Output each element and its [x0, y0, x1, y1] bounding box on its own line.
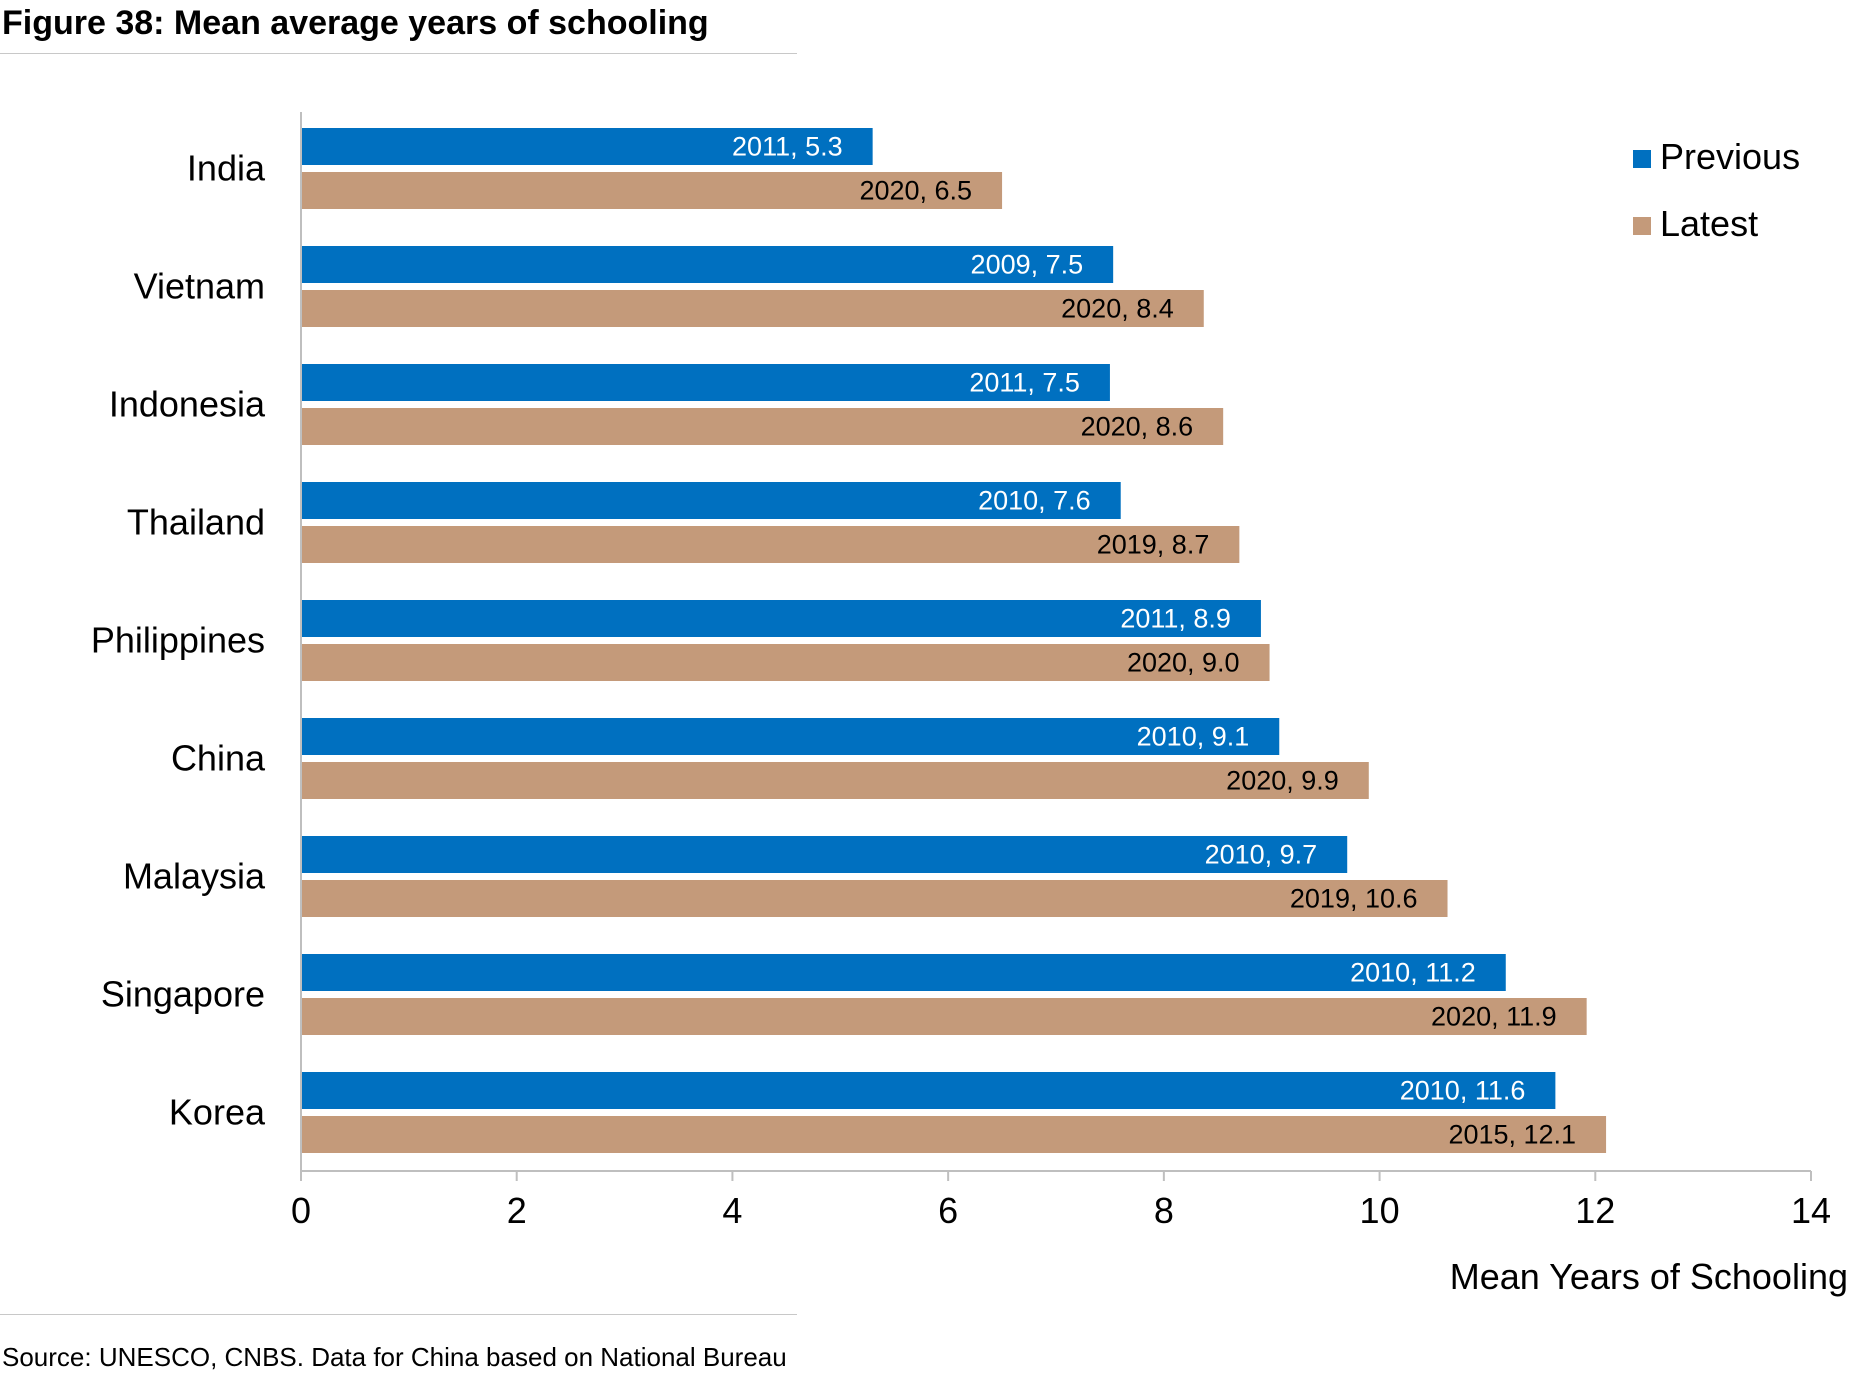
x-axis-title: Mean Years of Schooling: [1450, 1256, 1848, 1297]
legend-swatch-previous: [1633, 150, 1651, 168]
bar-latest: [301, 408, 1224, 445]
bar-previous: [301, 128, 873, 165]
bar-latest: [301, 290, 1204, 327]
source-rule: [0, 1314, 797, 1315]
data-label-latest: 2020, 9.9: [1226, 766, 1339, 796]
bar-latest: [301, 172, 1003, 209]
bar-previous: [301, 246, 1114, 283]
data-label-previous: 2011, 5.3: [732, 132, 843, 162]
data-label-latest: 2015, 12.1: [1448, 1120, 1576, 1150]
category-label: Korea: [169, 1092, 266, 1133]
bar-latest: [301, 762, 1369, 799]
data-label-previous: 2010, 11.6: [1400, 1076, 1526, 1106]
legend-label-latest: Latest: [1660, 203, 1758, 244]
data-label-latest: 2020, 8.4: [1061, 294, 1174, 324]
data-label-previous: 2010, 7.6: [978, 486, 1091, 516]
category-label: Philippines: [91, 620, 265, 661]
bar-previous: [301, 482, 1121, 519]
title-rule: [0, 53, 797, 54]
figure-title: Figure 38: Mean average years of schooli…: [2, 4, 709, 42]
source-note: Source: UNESCO, CNBS. Data for China bas…: [2, 1342, 787, 1372]
x-tick-label: 0: [291, 1190, 311, 1231]
data-label-previous: 2010, 9.7: [1205, 840, 1318, 870]
category-label: China: [171, 738, 266, 779]
data-label-previous: 2011, 8.9: [1120, 604, 1231, 634]
x-tick-label: 8: [1154, 1190, 1174, 1231]
x-tick-label: 12: [1575, 1190, 1615, 1231]
data-label-latest: 2020, 9.0: [1127, 648, 1240, 678]
legend-swatch-latest: [1633, 217, 1651, 235]
data-label-previous: 2010, 11.2: [1350, 958, 1476, 988]
data-label-latest: 2019, 8.7: [1097, 530, 1210, 560]
bar-latest: [301, 644, 1270, 681]
data-label-previous: 2009, 7.5: [971, 250, 1084, 280]
category-label: India: [187, 148, 266, 189]
category-label: Vietnam: [134, 266, 265, 307]
bar-latest: [301, 1116, 1607, 1153]
bar-previous: [301, 718, 1280, 755]
data-label-latest: 2020, 8.6: [1081, 412, 1194, 442]
bar-previous: [301, 836, 1348, 873]
legend-label-previous: Previous: [1660, 136, 1800, 177]
bar-chart: 2011, 5.3 2020, 6.5 India 2009, 7.5 2020, 8.…: [91, 112, 1848, 1297]
data-label-latest: 2019, 10.6: [1290, 884, 1418, 914]
category-label: Malaysia: [123, 856, 266, 897]
category-label: Thailand: [127, 502, 265, 543]
bar-previous: [301, 364, 1110, 401]
bar-latest: [301, 526, 1240, 563]
bar-latest: [301, 998, 1587, 1035]
x-tick-label: 2: [507, 1190, 527, 1231]
bar-latest: [301, 880, 1448, 917]
data-label-previous: 2010, 9.1: [1137, 722, 1250, 752]
data-label-latest: 2020, 6.5: [859, 176, 972, 206]
bar-previous: [301, 600, 1261, 637]
data-label-latest: 2020, 11.9: [1431, 1002, 1557, 1032]
x-tick-label: 6: [938, 1190, 958, 1231]
x-tick-label: 14: [1791, 1190, 1831, 1231]
data-label-previous: 2011, 7.5: [969, 368, 1080, 398]
category-label: Indonesia: [109, 384, 266, 425]
x-tick-label: 4: [722, 1190, 742, 1231]
x-tick-label: 10: [1360, 1190, 1400, 1231]
bar-previous: [301, 1072, 1556, 1109]
bar-previous: [301, 954, 1506, 991]
category-label: Singapore: [101, 974, 265, 1015]
